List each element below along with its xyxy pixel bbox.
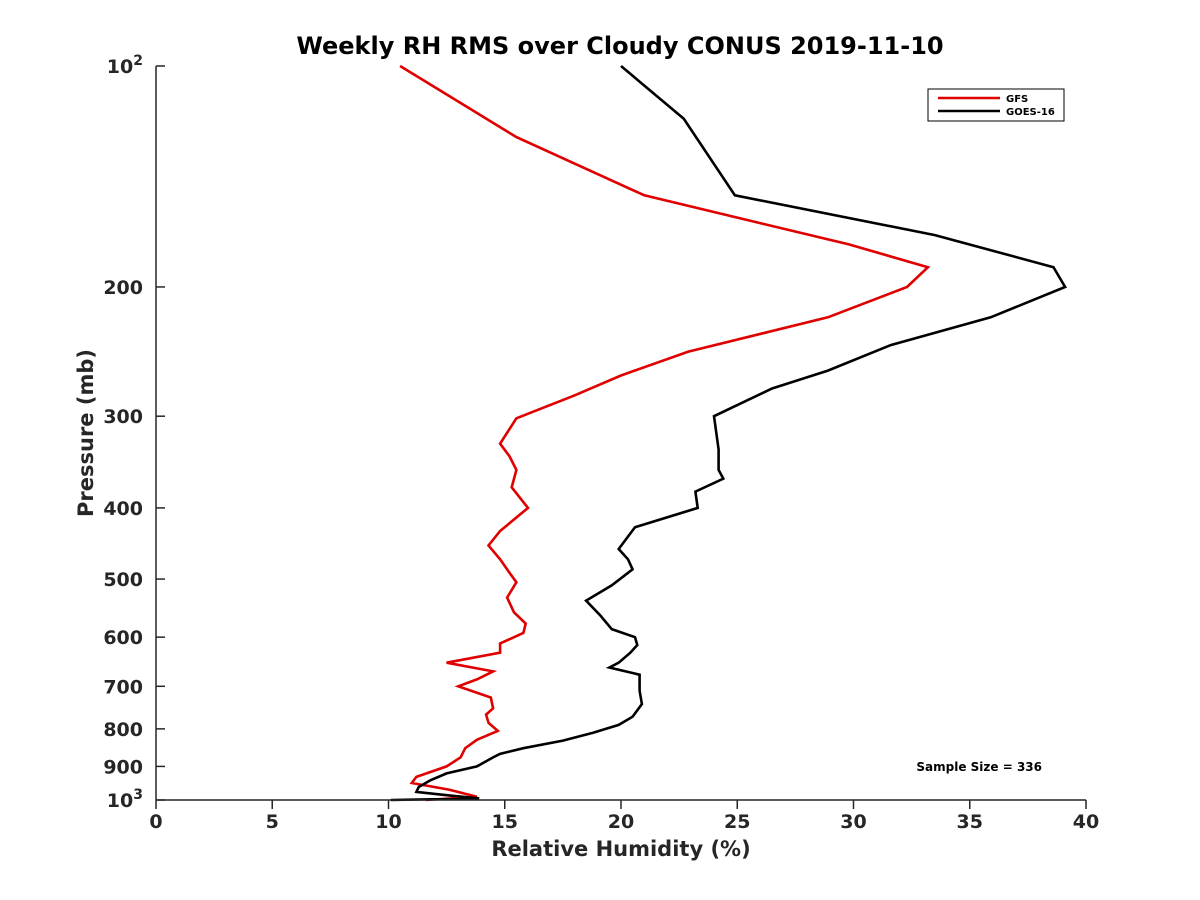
y-tick-label: 300 (103, 406, 143, 428)
y-tick-base: 10 (107, 56, 133, 78)
legend: GFS GOES-16 (927, 88, 1065, 122)
legend-label-goes16: GOES-16 (1006, 107, 1055, 118)
y-tick-label: 200 (103, 277, 143, 299)
series-line-goes16 (390, 65, 1067, 802)
y-tick-label: 800 (103, 719, 143, 741)
x-axis-label: Relative Humidity (%) (491, 837, 750, 861)
y-tick-label: 103 (107, 787, 143, 812)
x-tick-label: 40 (1073, 811, 1099, 833)
y-tick-label: 600 (103, 627, 143, 649)
x-ticks: 0 5 10 15 20 25 30 35 40 (149, 800, 1099, 833)
y-tick-label: 102 (107, 53, 143, 78)
x-tick-label: 30 (840, 811, 866, 833)
chart-title: Weekly RH RMS over Cloudy CONUS 2019-11-… (296, 32, 943, 60)
x-tick-label: 25 (724, 811, 750, 833)
x-tick-label: 35 (957, 811, 983, 833)
legend-box (927, 88, 1065, 122)
x-tick-label: 0 (149, 811, 162, 833)
y-axis-label: Pressure (mb) (74, 349, 98, 517)
x-tick-label: 15 (492, 811, 518, 833)
y-tick-label: 400 (103, 498, 143, 520)
y-tick-label: 500 (103, 569, 143, 591)
plot-lines (390, 64, 1067, 802)
axes: 0 5 10 15 20 25 30 35 40 10220030040050060070080… (103, 53, 1099, 833)
y-tick-base: 10 (107, 790, 133, 812)
x-tick-label: 20 (608, 811, 634, 833)
legend-label-gfs: GFS (1006, 94, 1028, 105)
y-tick-label: 700 (103, 676, 143, 698)
sample-size-annotation: Sample Size = 336 (916, 760, 1042, 774)
y-tick-label: 900 (103, 756, 143, 778)
x-tick-label: 5 (266, 811, 279, 833)
series-line-gfs (399, 64, 931, 802)
y-tick-exponent: 2 (133, 53, 143, 69)
x-tick-label: 10 (375, 811, 401, 833)
y-tick-exponent: 3 (133, 787, 143, 803)
